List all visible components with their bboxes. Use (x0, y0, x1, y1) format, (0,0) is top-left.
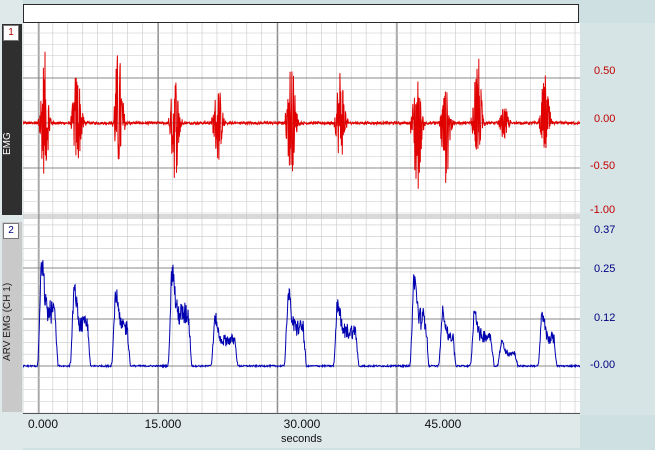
title-bar (23, 4, 579, 23)
ch1-scale-label: -0.50 (590, 160, 616, 172)
channel-number: 1 (3, 25, 19, 41)
ch2-scale-label: 0.25 (594, 263, 616, 275)
channel-2-tab[interactable]: 2 ARV EMG (CH 1) (2, 222, 22, 412)
channel-1-plot (23, 51, 580, 189)
arv-trace (23, 260, 580, 369)
channel-2-plot (23, 260, 580, 369)
ch1-scale-label: 0.50 (594, 65, 616, 77)
x-tick-label: 15.000 (144, 417, 182, 431)
ch1-scale-label: 0.00 (594, 113, 616, 125)
ch2-scale-label: 0.12 (594, 312, 616, 324)
ch1-scale-label: -1.00 (590, 204, 616, 216)
x-tick-label: 45.000 (424, 417, 462, 431)
ch2-scale-label: 0.37 (594, 224, 616, 236)
time-axis[interactable]: 0.000 15.000 30.000 45.000 seconds (23, 413, 580, 448)
channel-label: ARV EMG (CH 1) (2, 282, 13, 362)
plot-area[interactable] (23, 23, 580, 415)
channel-label: EMG (2, 132, 13, 156)
grid (23, 23, 580, 415)
plot-svg (23, 23, 580, 415)
channel-divider (23, 214, 580, 219)
emg-trace (23, 51, 580, 189)
channel-number: 2 (3, 223, 19, 239)
scale-panel: 0.50 0.00 -0.50 -1.00 0.37 0.25 0.12 -0.… (580, 23, 655, 415)
ch1-panel-bg (23, 23, 580, 215)
ch2-scale-label: -0.00 (590, 359, 616, 371)
x-tick-label: 0.000 (27, 417, 59, 431)
x-axis-unit: seconds (281, 433, 322, 445)
channel-1-tab[interactable]: 1 EMG (2, 24, 22, 215)
ch2-panel-bg (23, 218, 580, 415)
x-tick-label: 30.000 (283, 417, 321, 431)
